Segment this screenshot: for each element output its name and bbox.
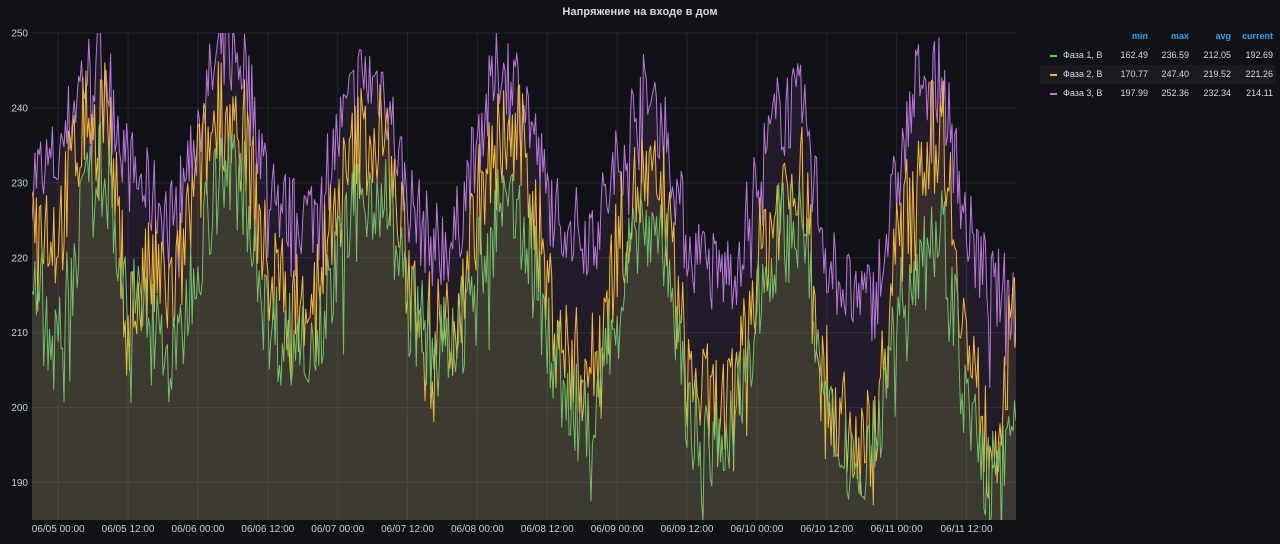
- x-tick-label: 06/08 00:00: [451, 524, 504, 535]
- legend-series-name[interactable]: Фаза 1, В: [1063, 50, 1103, 60]
- y-tick-label: 240: [11, 103, 28, 114]
- x-tick-label: 06/09 00:00: [591, 524, 644, 535]
- x-tick-label: 06/10 12:00: [800, 524, 853, 535]
- legend-col-min[interactable]: min: [1131, 31, 1148, 41]
- legend-value-max: 252.36: [1161, 88, 1189, 98]
- legend-value-max: 247.40: [1161, 69, 1189, 79]
- legend-value-current: 214.11: [1246, 88, 1273, 98]
- y-tick-label: 200: [11, 403, 28, 414]
- x-tick-label: 06/11 12:00: [940, 524, 993, 535]
- x-tick-label: 06/09 12:00: [661, 524, 714, 535]
- x-tick-label: 06/05 00:00: [32, 524, 85, 535]
- time-series-plot[interactable]: 190 200 210 220 230 240 250 06/05 00:00 06/05 12…: [0, 0, 1030, 544]
- legend-series-name[interactable]: Фаза 3, В: [1063, 88, 1103, 98]
- y-tick-label: 250: [11, 29, 28, 40]
- series-area-2: [32, 61, 1016, 520]
- legend-col-max[interactable]: max: [1170, 31, 1189, 41]
- legend-value-current: 192.69: [1245, 50, 1273, 60]
- legend-value-max: 236.59: [1161, 50, 1189, 60]
- x-tick-label: 06/06 00:00: [172, 524, 225, 535]
- x-tick-label: 06/11 00:00: [871, 524, 924, 535]
- x-tick-label: 06/07 12:00: [381, 524, 434, 535]
- legend-table: min max avg current Фаза 1, В 162.49 236…: [1040, 28, 1276, 103]
- x-tick-label: 06/06 12:00: [241, 524, 294, 535]
- legend-col-avg[interactable]: avg: [1215, 31, 1231, 41]
- y-tick-label: 220: [11, 253, 28, 264]
- series-line-2: [32, 61, 1016, 506]
- series-color-swatch: [1050, 93, 1057, 95]
- series-line-3: [32, 33, 1016, 388]
- legend-header: min max avg current: [1040, 28, 1276, 46]
- legend-value-avg: 219.52: [1203, 69, 1231, 79]
- series-area-3: [32, 33, 1016, 520]
- y-tick-label: 190: [11, 478, 28, 489]
- legend-series-name[interactable]: Фаза 2, В: [1063, 69, 1103, 79]
- legend-col-current[interactable]: current: [1241, 31, 1273, 41]
- series-color-swatch: [1050, 55, 1057, 57]
- legend-row-phase3[interactable]: Фаза 3, В 197.99 252.36 232.34 214.11: [1040, 84, 1276, 103]
- legend-row-phase2[interactable]: Фаза 2, В 170.77 247.40 219.52 221.26: [1040, 65, 1276, 84]
- panel-title[interactable]: Напряжение на входе в дом: [562, 6, 718, 18]
- x-tick-label: 06/05 12:00: [102, 524, 155, 535]
- legend-value-avg: 232.34: [1203, 88, 1231, 98]
- legend-value-min: 162.49: [1120, 50, 1148, 60]
- legend-value-avg: 212.05: [1203, 50, 1231, 60]
- legend-value-min: 170.77: [1120, 69, 1148, 79]
- y-tick-label: 230: [11, 178, 28, 189]
- legend-row-phase1[interactable]: Фаза 1, В 162.49 236.59 212.05 192.69: [1040, 46, 1276, 65]
- series-area-1: [32, 121, 1016, 520]
- series-line-1: [32, 121, 1016, 520]
- legend-value-current: 221.26: [1245, 69, 1273, 79]
- legend-value-min: 197.99: [1120, 88, 1148, 98]
- series-color-swatch: [1050, 74, 1057, 76]
- x-tick-label: 06/08 12:00: [521, 524, 574, 535]
- x-tick-label: 06/10 00:00: [730, 524, 783, 535]
- y-tick-label: 210: [11, 328, 28, 339]
- x-tick-label: 06/07 00:00: [311, 524, 364, 535]
